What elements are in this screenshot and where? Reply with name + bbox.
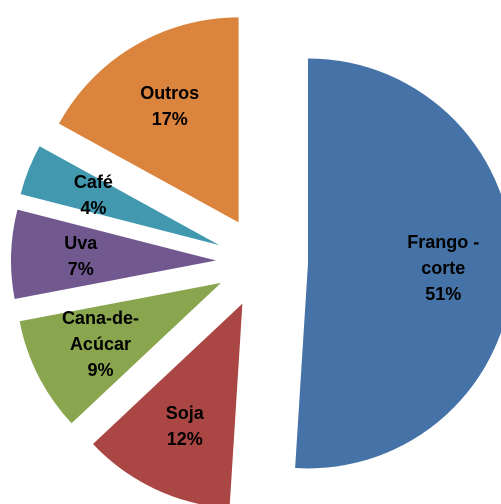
pie-slice [19,282,222,424]
pie-slice [295,58,501,469]
slice-label: Cana-de-Acúcar 9% [55,305,145,383]
category-label: Frango - corte [407,231,480,278]
category-label: Uva [64,233,98,254]
slice-label: Frango - corte 51% [398,229,488,307]
category-label: Soja [165,403,204,424]
category-label: Cana-de-Acúcar [61,308,139,355]
slice-label: Uva 7% [36,230,126,282]
slice-label: Soja 12% [140,400,230,452]
value-label: 12% [166,429,203,450]
value-label: 4% [80,198,107,219]
slice-label: Outros 17% [125,80,215,132]
value-label: 51% [425,283,462,304]
pie-slice [20,146,220,246]
category-label: Café [73,172,113,193]
value-label: 17% [151,108,188,129]
slice-label: Café 4% [48,169,138,221]
pie-slice [11,209,217,299]
value-label: 7% [67,259,94,280]
value-label: 9% [87,360,114,381]
pie-slice [58,17,239,223]
category-label: Outros [140,82,200,103]
pie-slice [92,303,243,504]
